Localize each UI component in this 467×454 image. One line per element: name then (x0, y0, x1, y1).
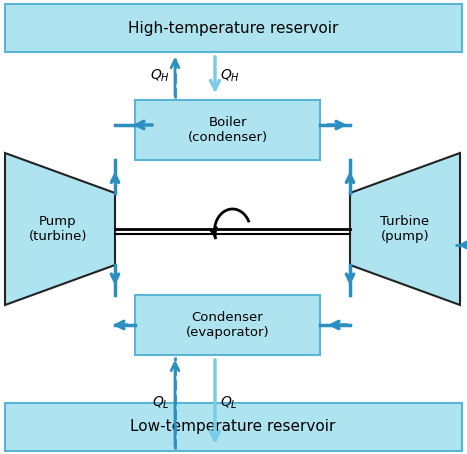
Text: High-temperature reservoir: High-temperature reservoir (128, 20, 338, 35)
Text: Pump
(turbine): Pump (turbine) (29, 215, 87, 243)
Bar (135, 295, 320, 355)
Text: Condenser
(evaporator): Condenser (evaporator) (186, 311, 269, 339)
Text: Boiler
(condenser): Boiler (condenser) (187, 116, 268, 144)
Bar (5, 4, 462, 52)
Text: $Q_H$: $Q_H$ (150, 68, 170, 84)
Polygon shape (350, 153, 460, 305)
Text: Low-temperature reservoir: Low-temperature reservoir (130, 419, 336, 434)
Text: $Q_H$: $Q_H$ (220, 68, 240, 84)
Text: $Q_L$: $Q_L$ (152, 395, 170, 411)
Polygon shape (5, 153, 115, 305)
Text: Turbine
(pump): Turbine (pump) (381, 215, 430, 243)
Text: $Q_L$: $Q_L$ (220, 395, 238, 411)
Bar (135, 100, 320, 160)
Bar (5, 403, 462, 451)
